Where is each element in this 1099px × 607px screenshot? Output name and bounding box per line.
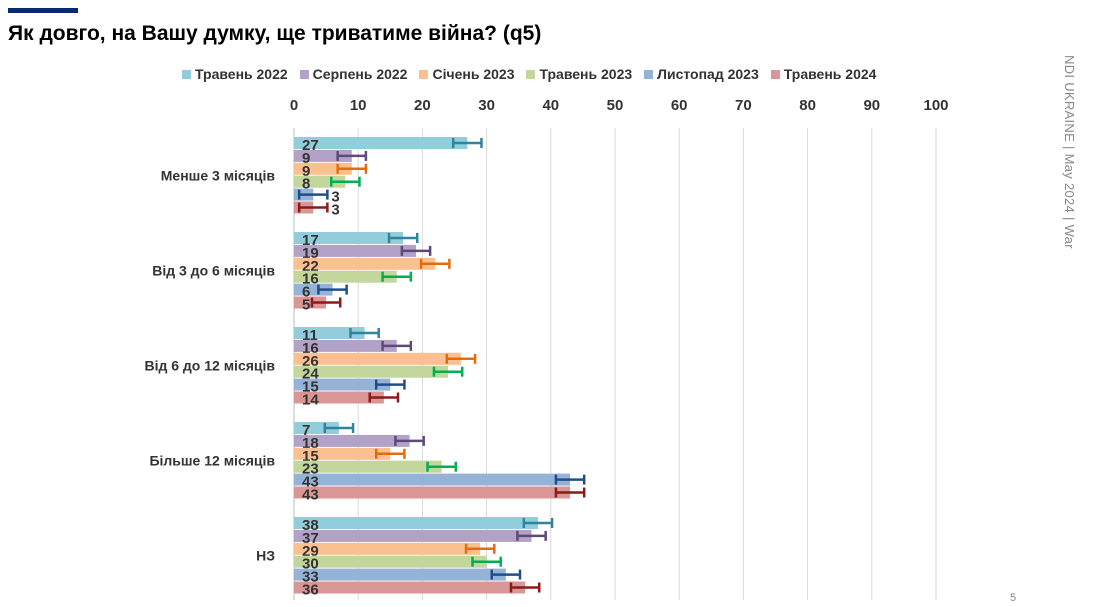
- data-label: 26: [302, 353, 319, 370]
- data-label: 3: [331, 189, 339, 206]
- data-label: 7: [302, 422, 310, 439]
- bar: [294, 517, 538, 529]
- data-label: 9: [302, 163, 310, 180]
- legend-item: Листопад 2023: [644, 66, 759, 82]
- bar: [294, 391, 384, 404]
- bar: [294, 581, 526, 594]
- x-tick-label: 40: [542, 97, 559, 114]
- bar: [294, 529, 532, 542]
- bar: [294, 365, 449, 378]
- category-label: НЗ: [256, 548, 275, 564]
- x-tick-label: 80: [799, 97, 816, 114]
- bar: [294, 270, 397, 283]
- data-label: 23: [302, 461, 319, 478]
- data-label: 24: [302, 366, 319, 383]
- data-label: 33: [302, 569, 319, 586]
- data-label: 5: [302, 297, 310, 314]
- bar: [294, 555, 487, 568]
- bar: [294, 460, 442, 473]
- data-label: 14: [302, 392, 319, 409]
- legend-swatch: [419, 69, 429, 79]
- bar: [294, 137, 468, 149]
- category-label: Від 6 до 12 місяців: [144, 358, 275, 374]
- x-tick-label: 70: [735, 97, 752, 114]
- legend-item: Травень 2024: [770, 66, 877, 82]
- x-tick-label: 30: [478, 97, 495, 114]
- data-label: 36: [302, 582, 319, 599]
- category-label: Більше 12 місяців: [149, 453, 275, 469]
- bar: [294, 327, 365, 339]
- bar: [294, 257, 436, 270]
- bar: [294, 283, 333, 296]
- legend-item: Травень 2023: [526, 66, 632, 82]
- x-tick-label: 20: [414, 97, 431, 114]
- data-label: 37: [302, 530, 319, 547]
- x-tick-label: 90: [863, 97, 880, 114]
- legend-label: Травень 2024: [783, 66, 877, 82]
- x-tick-label: 50: [607, 97, 624, 114]
- bar: [294, 486, 571, 499]
- bar: [294, 232, 404, 244]
- bar: [294, 447, 391, 460]
- bar: [294, 568, 506, 581]
- data-label: 29: [302, 543, 319, 560]
- legend-swatch: [299, 69, 309, 79]
- data-label: 27: [302, 137, 319, 154]
- side-caption: NDI UKRAINE | May 2024 | War: [1062, 55, 1077, 249]
- legend-swatch: [526, 69, 536, 79]
- legend-label: Серпень 2022: [312, 66, 408, 82]
- bar: [294, 378, 391, 391]
- data-label: 15: [302, 448, 319, 465]
- bar: [294, 296, 327, 309]
- bar: [294, 542, 481, 555]
- legend-item: Січень 2023: [419, 66, 514, 82]
- data-label: 9: [302, 150, 310, 167]
- chart-legend: Травень 2022 Серпень 2022 Січень 2023 Траве…: [182, 66, 876, 82]
- data-label: 3: [331, 202, 339, 219]
- data-label: 15: [302, 379, 319, 396]
- legend-swatch: [182, 69, 191, 79]
- data-label: 30: [302, 556, 319, 573]
- x-tick-label: 10: [350, 97, 367, 114]
- data-label: 11: [302, 327, 318, 344]
- data-label: 16: [302, 340, 319, 357]
- data-label: 38: [302, 517, 319, 534]
- bar: [294, 244, 416, 257]
- x-tick-label: 60: [671, 97, 688, 114]
- data-label: 43: [302, 487, 319, 504]
- legend-label: Січень 2023: [432, 66, 515, 82]
- bar: [294, 175, 346, 188]
- data-label: 6: [302, 284, 310, 301]
- bar: [294, 422, 339, 434]
- data-label: 22: [302, 258, 319, 275]
- legend-label: Травень 2023: [539, 66, 633, 82]
- legend-swatch: [770, 69, 780, 79]
- data-label: 43: [302, 474, 319, 491]
- legend-label: Листопад 2023: [657, 66, 759, 82]
- bar: [294, 339, 397, 352]
- legend-item: Травень 2022: [182, 66, 288, 82]
- page-title: Як довго, на Вашу думку, ще триватиме ві…: [8, 22, 542, 45]
- data-label: 16: [302, 271, 319, 288]
- category-label: Від 3 до 6 місяців: [152, 263, 275, 279]
- data-label: 8: [302, 176, 310, 193]
- x-tick-label: 0: [290, 97, 298, 114]
- legend-label: Травень 2022: [195, 66, 288, 82]
- x-tick-label: 100: [923, 97, 948, 114]
- data-label: 18: [302, 435, 319, 452]
- legend-swatch: [644, 69, 654, 79]
- data-label: 19: [302, 245, 319, 262]
- legend-item: Серпень 2022: [299, 66, 408, 82]
- bar: [294, 434, 410, 447]
- accent-bar: [8, 8, 78, 13]
- page-number: 5: [1010, 592, 1017, 604]
- bar: [294, 352, 461, 365]
- bar: [294, 473, 571, 486]
- category-label: Менше 3 місяців: [161, 168, 276, 184]
- data-label: 17: [302, 232, 319, 249]
